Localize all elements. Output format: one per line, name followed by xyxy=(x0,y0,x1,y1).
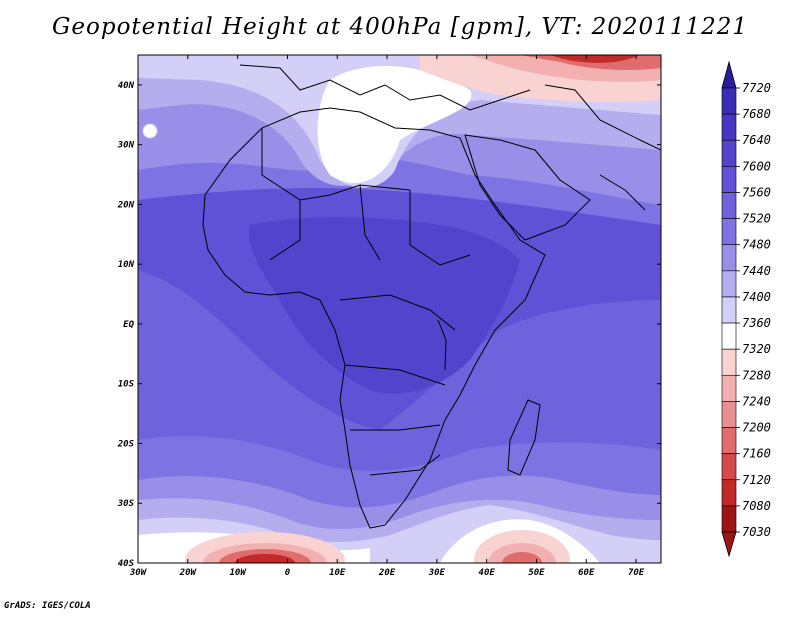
colorbar-cell xyxy=(721,374,737,402)
colorbar-cell xyxy=(721,166,737,193)
colorbar-cell xyxy=(721,479,737,507)
axis-ticks xyxy=(137,55,661,564)
coastlines xyxy=(202,64,661,529)
colorbar-label: 7240 xyxy=(742,394,771,408)
colorbar-label: 7320 xyxy=(742,342,771,356)
colorbar-label: 7720 xyxy=(742,81,771,95)
colorbar-label: 7120 xyxy=(742,473,771,487)
lat-label: EQ xyxy=(123,320,134,330)
colorbar-cell xyxy=(721,270,737,298)
colorbar-label: 7560 xyxy=(742,185,771,199)
colorbar-cell xyxy=(721,348,737,376)
colorbar-label: 7280 xyxy=(742,368,771,382)
colorbar-cell xyxy=(721,139,737,167)
lat-label: 10N xyxy=(118,260,135,270)
lat-label: 40N xyxy=(118,81,135,91)
colorbar-label: 7400 xyxy=(742,290,771,304)
colorbar-cell xyxy=(721,87,737,115)
lat-label: 40S xyxy=(118,559,135,569)
map-frame xyxy=(137,54,662,564)
lat-label: 30S xyxy=(117,499,135,509)
lon-label: 70E xyxy=(628,568,645,578)
colorbar-label: 7680 xyxy=(742,107,771,121)
colorbar-cell xyxy=(721,427,737,454)
longitude-labels: 30W 20W 10W 0 10E 20E 30E 40E 50E 60E 70E xyxy=(129,568,645,578)
colorbar-cell xyxy=(721,218,737,246)
lon-label: 10W xyxy=(229,568,247,578)
lon-label: 30E xyxy=(428,568,446,578)
colorbar-cap-bottom xyxy=(721,531,737,558)
colorbar: 7720 7680 7640 7600 7560 7520 7480 7440 7400 7360… xyxy=(721,60,771,558)
colorbar-cell xyxy=(721,296,737,324)
colorbar-label: 7360 xyxy=(742,316,771,330)
map-title: Geopotential Height at 400hPa [gpm], VT:… xyxy=(52,14,748,40)
lon-label: 20W xyxy=(179,568,198,578)
colorbar-cell xyxy=(721,192,737,219)
colorbar-cap-top xyxy=(721,60,737,89)
colorbar-label: 7160 xyxy=(742,447,771,461)
colorbar-cell xyxy=(721,505,737,533)
lat-label: 10S xyxy=(118,380,135,390)
colorbar-cell xyxy=(721,113,737,141)
credit-text: GrADS: IGES/COLA xyxy=(4,601,91,611)
lat-label: 30N xyxy=(117,141,135,151)
colorbar-cell xyxy=(721,322,737,350)
lon-label: 40E xyxy=(479,568,496,578)
lon-label: 20E xyxy=(378,568,396,578)
latitude-labels: 40N 30N 20N 10N EQ 10S 20S 30S 40S xyxy=(117,81,135,569)
colorbar-label: 7080 xyxy=(742,499,771,513)
lon-label: 10E xyxy=(329,568,346,578)
colorbar-label: 7030 xyxy=(742,525,771,539)
colorbar-label: 7440 xyxy=(742,264,771,278)
colorbar-label: 7600 xyxy=(742,159,771,173)
colorbar-label: 7640 xyxy=(742,133,771,147)
lon-label: 50E xyxy=(528,568,545,578)
colorbar-cell xyxy=(721,453,737,481)
lon-label: 60E xyxy=(578,568,595,578)
colorbar-label: 7520 xyxy=(742,212,771,226)
lon-label: 0 xyxy=(285,568,291,578)
colorbar-cell xyxy=(721,401,737,428)
lon-label: 30W xyxy=(129,568,148,578)
colorbar-cell xyxy=(721,244,737,272)
colorbar-label: 7480 xyxy=(742,238,771,252)
lat-label: 20S xyxy=(117,439,135,449)
lat-label: 20N xyxy=(117,200,135,210)
colorbar-label: 7200 xyxy=(742,421,771,435)
height-field xyxy=(138,55,661,563)
